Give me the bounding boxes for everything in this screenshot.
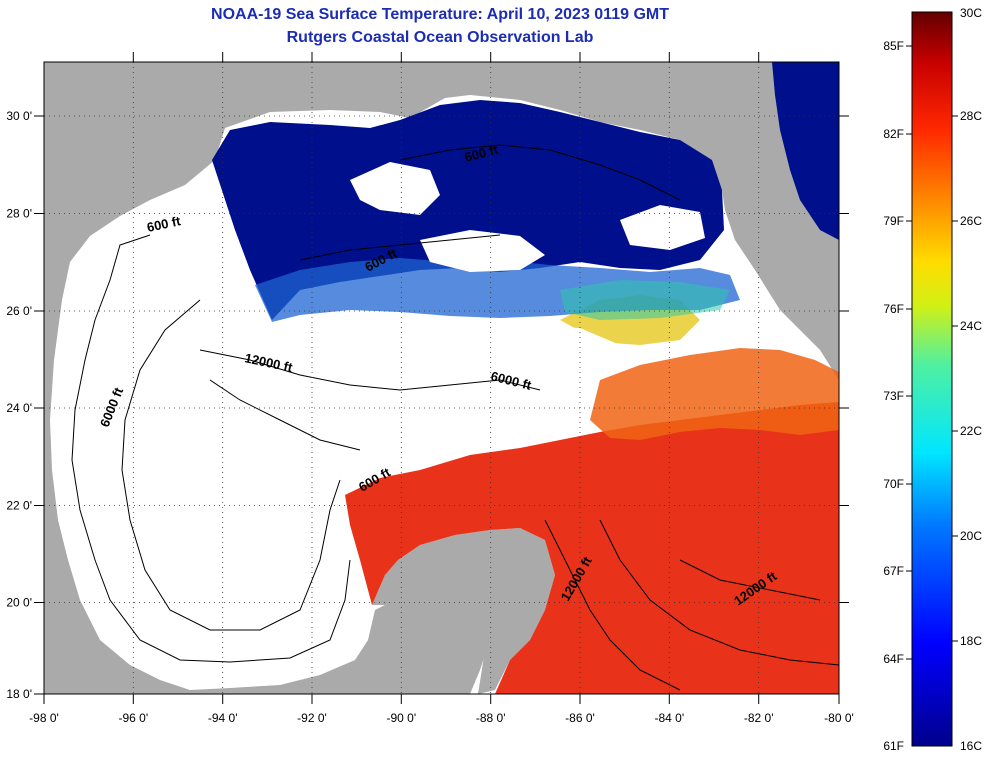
lat-lon-grid (44, 62, 839, 694)
colorbar-ticks (906, 45, 958, 660)
lat-tick-label: 20 0' (6, 596, 32, 610)
map-subtitle: Rutgers Coastal Ocean Observation Lab (286, 29, 594, 46)
sst-warm-orange-band (590, 348, 839, 440)
lon-tick-label: -92 0' (297, 711, 327, 725)
axis-ticks (34, 52, 849, 704)
colorbar-fahrenheit-label: 79F (883, 214, 904, 228)
bathymetry-contours (71, 144, 839, 691)
colorbar-celsius-label: 16C (960, 739, 982, 753)
colorbar-fahrenheit-label: 85F (883, 39, 904, 53)
sst-teal-band (560, 280, 730, 320)
colorbar-celsius-label: 30C (960, 6, 982, 20)
colorbar-celsius-label: 18C (960, 634, 982, 648)
cloud-band (285, 322, 620, 480)
map-title: NOAA-19 Sea Surface Temperature: April 1… (211, 6, 669, 23)
colorbar-celsius-label: 28C (960, 109, 982, 123)
lon-tick-label: -80 0' (824, 711, 854, 725)
lon-tick-label: -98 0' (29, 711, 59, 725)
lon-tick-label: -96 0' (118, 711, 148, 725)
colorbar (911, 11, 953, 747)
colorbar-fahrenheit-label: 73F (883, 389, 904, 403)
lat-tick-label: 26 0' (6, 304, 32, 318)
colorbar-fahrenheit-label: 82F (883, 127, 904, 141)
lon-tick-label: -94 0' (208, 711, 238, 725)
lat-tick-label: 24 0' (6, 401, 32, 415)
lon-tick-label: -90 0' (386, 711, 416, 725)
colorbar-fahrenheit-label: 64F (883, 652, 904, 666)
colorbar-celsius-label: 26C (960, 214, 982, 228)
cloud-patch (350, 162, 440, 215)
cloud-patch (620, 205, 705, 250)
map-frame (43, 61, 840, 695)
sst-cold-east (772, 62, 839, 240)
lon-tick-label: -88 0' (476, 711, 506, 725)
lat-tick-label: 18 0' (6, 687, 32, 701)
lat-tick-label: 30 0' (6, 109, 32, 123)
lon-tick-label: -82 0' (744, 711, 774, 725)
colorbar-celsius-label: 20C (960, 529, 982, 543)
colorbar-fahrenheit-label: 61F (883, 739, 904, 753)
lat-tick-label: 22 0' (6, 499, 32, 513)
colorbar-celsius-label: 22C (960, 424, 982, 438)
colorbar-fahrenheit-label: 76F (883, 302, 904, 316)
lat-tick-label: 28 0' (6, 207, 32, 221)
colorbar-fahrenheit-label: 67F (883, 564, 904, 578)
yucatan-land (372, 528, 555, 694)
lon-tick-label: -84 0' (654, 711, 684, 725)
contour-label: 600 ft (146, 213, 183, 235)
lon-tick-label: -86 0' (565, 711, 595, 725)
colorbar-celsius-label: 24C (960, 319, 982, 333)
cloud-patch (420, 230, 545, 272)
sst-warm-region (345, 402, 839, 694)
colorbar-fahrenheit-label: 70F (883, 477, 904, 491)
